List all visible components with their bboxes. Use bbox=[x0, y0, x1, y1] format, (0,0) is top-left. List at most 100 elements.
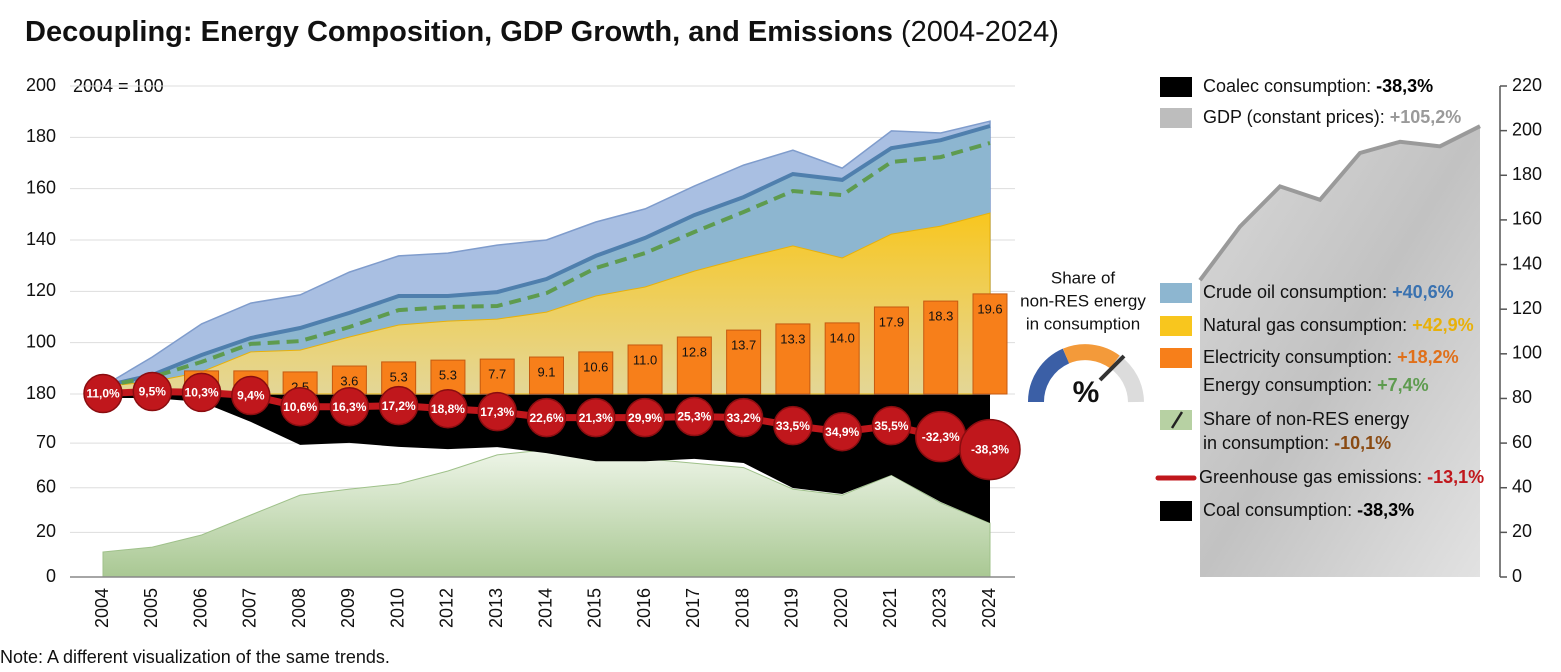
legend-label: Energy consumption: +7,4% bbox=[1203, 375, 1429, 395]
gdp-line bbox=[1198, 124, 1481, 282]
x-tick-label: 2008 bbox=[289, 588, 309, 628]
y-tick-label: 60 bbox=[36, 476, 56, 496]
x-tick-label: 2012 bbox=[437, 588, 457, 628]
ghg-marker bbox=[231, 375, 271, 416]
ghg-marker bbox=[280, 386, 320, 427]
y2-tick-label: 180 bbox=[1512, 164, 1542, 184]
ghg-marker bbox=[428, 388, 468, 429]
title-period: (2004-2024) bbox=[901, 16, 1059, 48]
electricity-bar bbox=[627, 344, 663, 395]
y-tick-label: 180 bbox=[26, 383, 56, 403]
ghg-label: 17,2% bbox=[382, 399, 416, 413]
legend-label-text: Greenhouse gas emissions: bbox=[1199, 467, 1422, 487]
y2-tick-label: 100 bbox=[1512, 343, 1542, 363]
legend-value: -13,1% bbox=[1427, 467, 1484, 487]
legend-value: -10,1% bbox=[1334, 433, 1391, 453]
chart-title: Decoupling: Energy Composition, GDP Grow… bbox=[25, 16, 1059, 48]
legend-label: Crude oil consumption: +40,6% bbox=[1203, 282, 1454, 302]
ghg-label: -38,3% bbox=[971, 443, 1009, 457]
y2-tick-label: 60 bbox=[1512, 432, 1532, 452]
ghg-marker bbox=[329, 386, 370, 427]
legend-swatch bbox=[1160, 283, 1192, 303]
electricity-bar-label: 5.3 bbox=[390, 369, 408, 384]
gdp-area bbox=[1200, 126, 1480, 577]
ghg-label: 35,5% bbox=[874, 419, 908, 433]
legend-value: +105,2% bbox=[1390, 107, 1462, 127]
ghg-label: 17,3% bbox=[480, 405, 514, 419]
electricity-bar bbox=[923, 300, 959, 395]
electricity-bar-label: 10.6 bbox=[583, 359, 608, 374]
gauge-needle bbox=[1098, 354, 1126, 382]
electricity-bar-label: 7.7 bbox=[488, 367, 506, 382]
electricity-bar bbox=[873, 306, 909, 395]
electricity-bar bbox=[775, 323, 811, 395]
electricity-bar bbox=[972, 293, 1008, 395]
ghg-label: 16,3% bbox=[332, 400, 366, 414]
legend-label-text: in consumption: bbox=[1203, 433, 1329, 453]
ghg-label: 18,8% bbox=[431, 402, 465, 416]
ghg-marker bbox=[477, 391, 517, 432]
x-tick-label: 2020 bbox=[831, 588, 851, 628]
y2-tick-label: 200 bbox=[1512, 119, 1542, 139]
ghg-label: 9,4% bbox=[237, 389, 265, 403]
y2-tick-label: 0 bbox=[1512, 566, 1522, 586]
legend-swatch bbox=[1160, 348, 1192, 368]
legend-label-text: Electricity consumption: bbox=[1203, 347, 1392, 367]
electricity-bar-label: 3.6 bbox=[340, 373, 358, 388]
ghg-label: 10,6% bbox=[283, 400, 317, 414]
note: Note: A different visualization of the s… bbox=[0, 647, 390, 667]
legend-label-text: Coalec consumption: bbox=[1203, 76, 1371, 96]
x-tick-label: 2016 bbox=[634, 588, 654, 628]
electricity-bar bbox=[676, 336, 712, 395]
electricity-bar-label: 13.3 bbox=[780, 331, 805, 346]
x-tick-label: 2023 bbox=[929, 588, 949, 628]
y2-tick-label: 140 bbox=[1512, 253, 1542, 273]
ghg-label: 11,0% bbox=[86, 387, 120, 401]
legend-label: GDP (constant prices): +105,2% bbox=[1203, 107, 1461, 127]
y-tick-label: 20 bbox=[36, 521, 56, 541]
y-tick-label: 180 bbox=[26, 126, 56, 146]
legend-value: -38,3% bbox=[1376, 76, 1433, 96]
ghg-marker bbox=[625, 397, 665, 438]
ghg-label: 22,6% bbox=[529, 411, 563, 425]
ghg-marker bbox=[576, 397, 616, 438]
y-tick-label: 120 bbox=[26, 280, 56, 300]
coal-area bbox=[103, 394, 990, 523]
legend-label-text: Coal consumption: bbox=[1203, 500, 1352, 520]
ghg-marker bbox=[526, 397, 567, 438]
x-tick-label: 2004 bbox=[92, 588, 112, 628]
electricity-bar-label: 17.9 bbox=[879, 314, 904, 329]
ghg-label: 33,5% bbox=[776, 419, 810, 433]
x-tick-label: 2019 bbox=[782, 588, 802, 628]
y-tick-label: 140 bbox=[26, 229, 56, 249]
ghg-marker bbox=[959, 418, 1021, 481]
ghg-label: 9,5% bbox=[139, 385, 167, 399]
legend-label: in consumption: -10,1% bbox=[1203, 433, 1391, 453]
ghg-marker bbox=[674, 396, 715, 437]
electricity-bar bbox=[430, 359, 466, 395]
electricity-bar-label: 9.1 bbox=[537, 364, 555, 379]
ghg-label: 29,9% bbox=[628, 411, 662, 425]
ghg-label: 34,9% bbox=[825, 425, 859, 439]
y-tick-label: 160 bbox=[26, 177, 56, 197]
gauge-arc-gray bbox=[1110, 355, 1144, 403]
y2-tick-label: 20 bbox=[1512, 521, 1532, 541]
gauge-arc-blue bbox=[1027, 348, 1070, 403]
legend-swatch bbox=[1160, 77, 1192, 97]
legend-swatch-mark bbox=[1170, 411, 1184, 429]
ghg-label: 10,3% bbox=[185, 386, 219, 400]
gauge-symbol: % bbox=[1073, 376, 1100, 409]
y2-tick-label: 120 bbox=[1512, 298, 1542, 318]
gauge bbox=[1027, 344, 1144, 403]
gauge-title: non-RES energy bbox=[1020, 291, 1146, 310]
electricity-bar bbox=[529, 356, 564, 395]
energy-line bbox=[102, 141, 991, 389]
ghg-marker bbox=[822, 411, 862, 452]
x-tick-label: 2006 bbox=[190, 588, 210, 628]
electricity-bar-label: 12.8 bbox=[682, 344, 707, 359]
electricity-bar bbox=[726, 329, 762, 395]
ghg-marker bbox=[83, 373, 123, 414]
legend-label: Natural gas consumption: +42,9% bbox=[1203, 315, 1474, 335]
